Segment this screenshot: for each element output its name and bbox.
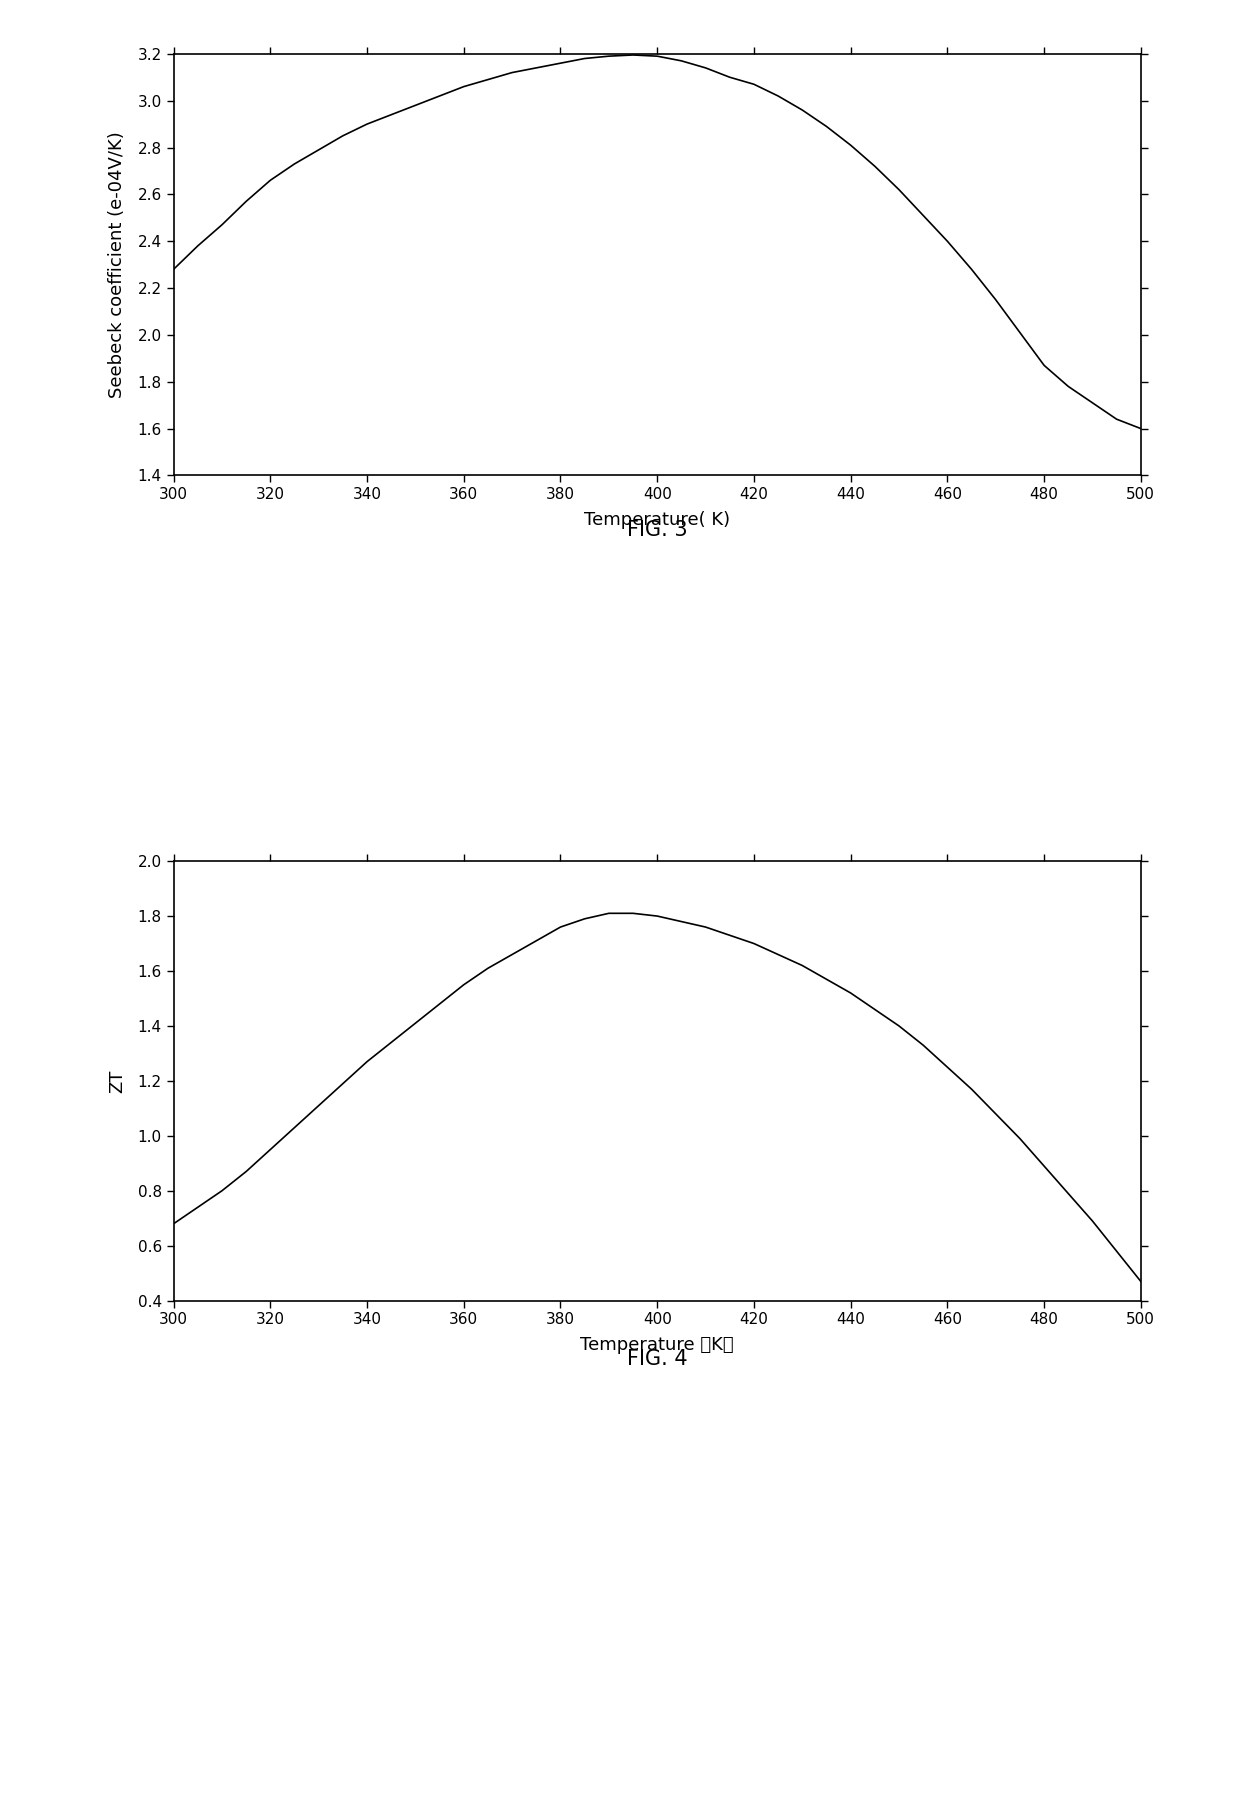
Y-axis label: ZT: ZT <box>108 1069 126 1093</box>
Y-axis label: Seebeck coefficient (e-04V/K): Seebeck coefficient (e-04V/K) <box>108 131 126 398</box>
Text: FIG. 4: FIG. 4 <box>627 1349 687 1369</box>
X-axis label: Temperature （K）: Temperature （K） <box>580 1337 734 1354</box>
X-axis label: Temperature( K): Temperature( K) <box>584 511 730 529</box>
Text: FIG. 3: FIG. 3 <box>627 520 687 540</box>
